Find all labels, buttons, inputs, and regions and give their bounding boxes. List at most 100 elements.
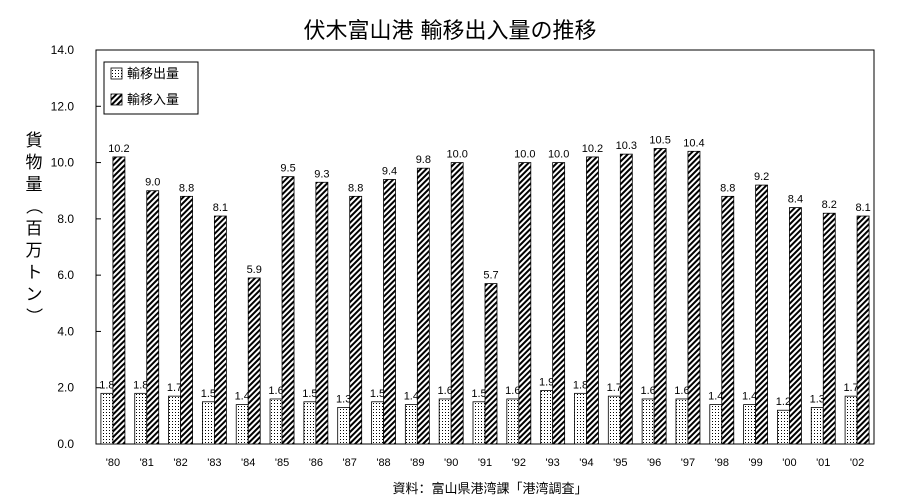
y-axis-label-char: ト	[26, 263, 43, 283]
data-label-export: 1.4	[404, 391, 419, 403]
y-axis-label-char: 万	[26, 241, 43, 261]
data-label-export: 1.6	[438, 385, 453, 397]
x-tick-label: '96	[647, 457, 661, 469]
data-label-export: 1.6	[505, 385, 520, 397]
y-tick-label: 0.0	[57, 437, 74, 451]
bar-export	[641, 398, 655, 445]
bar-import	[586, 156, 599, 445]
x-tick-label: '01	[816, 457, 830, 469]
x-tick-label: '90	[444, 457, 458, 469]
y-tick-label: 4.0	[57, 324, 74, 338]
x-tick-label: '88	[376, 457, 390, 469]
bar-export	[810, 407, 824, 445]
x-tick-label: '94	[579, 457, 593, 469]
y-axis-label-char: 百	[26, 219, 43, 239]
data-label-import: 10.0	[548, 149, 569, 161]
data-label-import: 10.2	[582, 143, 603, 155]
x-tick-label: '81	[140, 457, 154, 469]
data-label-import: 10.0	[514, 149, 535, 161]
y-axis-label-char: ン	[26, 285, 43, 305]
bar-import	[146, 190, 160, 445]
x-tick-label: '85	[275, 457, 289, 469]
data-label-import: 8.8	[348, 182, 363, 194]
data-label-export: 1.4	[742, 391, 757, 403]
bar-import	[247, 277, 261, 445]
data-label-export: 1.5	[471, 388, 486, 400]
data-label-import: 10.4	[683, 137, 704, 149]
data-label-import: 10.3	[616, 140, 637, 152]
bar-export	[777, 409, 790, 445]
data-label-import: 10.2	[108, 143, 129, 155]
x-tick-label: '92	[512, 457, 526, 469]
x-tick-label: '84	[241, 457, 255, 469]
bar-import	[180, 195, 193, 445]
data-label-export: 1.4	[708, 391, 723, 403]
data-label-import: 5.7	[483, 270, 498, 282]
data-label-import: 9.0	[145, 177, 160, 189]
chart-title: 伏木富山港 輸移出入量の推移	[304, 19, 597, 44]
x-tick-label: '93	[545, 457, 559, 469]
legend-label-import: 輸移入量	[127, 93, 179, 108]
y-axis-label-char: 量	[26, 175, 43, 195]
x-tick-label: '91	[478, 457, 492, 469]
x-tick-label: '00	[782, 457, 796, 469]
data-label-export: 1.7	[607, 382, 622, 394]
data-label-export: 1.6	[268, 385, 283, 397]
bar-import	[349, 195, 363, 445]
data-label-export: 1.8	[573, 379, 588, 391]
legend: 輸移出量 輸移入量	[103, 61, 199, 115]
bars: 1.8 10.2 1.8 9.0 1.7 8.8 1.5 8.1 1.4 5.9 1.6 9.5 1.5…	[99, 135, 871, 445]
data-label-export: 1.9	[539, 377, 554, 389]
bar-import	[315, 181, 329, 445]
bar-export	[574, 392, 587, 445]
bar-export	[100, 392, 114, 445]
bar-import	[484, 283, 498, 445]
y-tick-label: 6.0	[57, 268, 74, 282]
bar-export	[709, 404, 723, 445]
data-label-import: 9.5	[280, 163, 295, 175]
y-tick-label: 14.0	[51, 43, 75, 57]
bar-export	[337, 407, 351, 445]
x-tick-label: '83	[207, 457, 221, 469]
y-axis-label-char: 貨	[26, 131, 43, 151]
bar-export	[303, 401, 317, 445]
bar-export	[438, 398, 452, 445]
data-label-export: 1.5	[370, 388, 385, 400]
bar-import	[416, 167, 430, 445]
bar-export	[404, 404, 418, 445]
y-tick-label: 8.0	[57, 212, 74, 226]
bar-export	[540, 390, 554, 445]
bar-import	[213, 215, 227, 445]
bar-export	[168, 395, 181, 445]
x-tick-label: '87	[343, 457, 357, 469]
bar-import	[789, 207, 802, 445]
bar-import	[112, 156, 126, 445]
data-label-import: 8.1	[855, 202, 870, 214]
x-tick-label: '89	[410, 457, 424, 469]
bar-import	[518, 162, 532, 445]
x-tick-label: '86	[309, 457, 323, 469]
data-label-export: 1.2	[776, 396, 791, 408]
x-tick-label: '98	[715, 457, 729, 469]
bar-import	[552, 162, 566, 445]
data-label-import: 10.0	[446, 149, 467, 161]
data-label-import: 9.2	[754, 171, 769, 183]
x-axis-ticks: '80 '81 '82 '83 '84 '85 '86 '87 '88 '89 '90 '91 '92 '…	[106, 457, 865, 469]
data-label-import: 8.8	[179, 182, 194, 194]
bar-import	[383, 179, 396, 445]
data-label-export: 1.8	[133, 379, 148, 391]
data-label-import: 8.4	[788, 194, 803, 206]
data-label-export: 1.6	[640, 385, 655, 397]
bar-import	[755, 184, 769, 445]
data-label-export: 1.7	[843, 382, 858, 394]
data-label-import: 8.1	[213, 202, 228, 214]
legend-swatch-export	[110, 67, 123, 80]
data-label-export: 1.8	[99, 379, 114, 391]
bar-export	[743, 404, 757, 445]
bar-import	[721, 195, 735, 445]
legend-label-export: 輸移出量	[127, 67, 179, 82]
y-axis-ticks: 0.0 2.0 4.0 6.0 8.0 10.0 12.0 14.0	[51, 43, 101, 451]
x-tick-label: '95	[613, 457, 627, 469]
